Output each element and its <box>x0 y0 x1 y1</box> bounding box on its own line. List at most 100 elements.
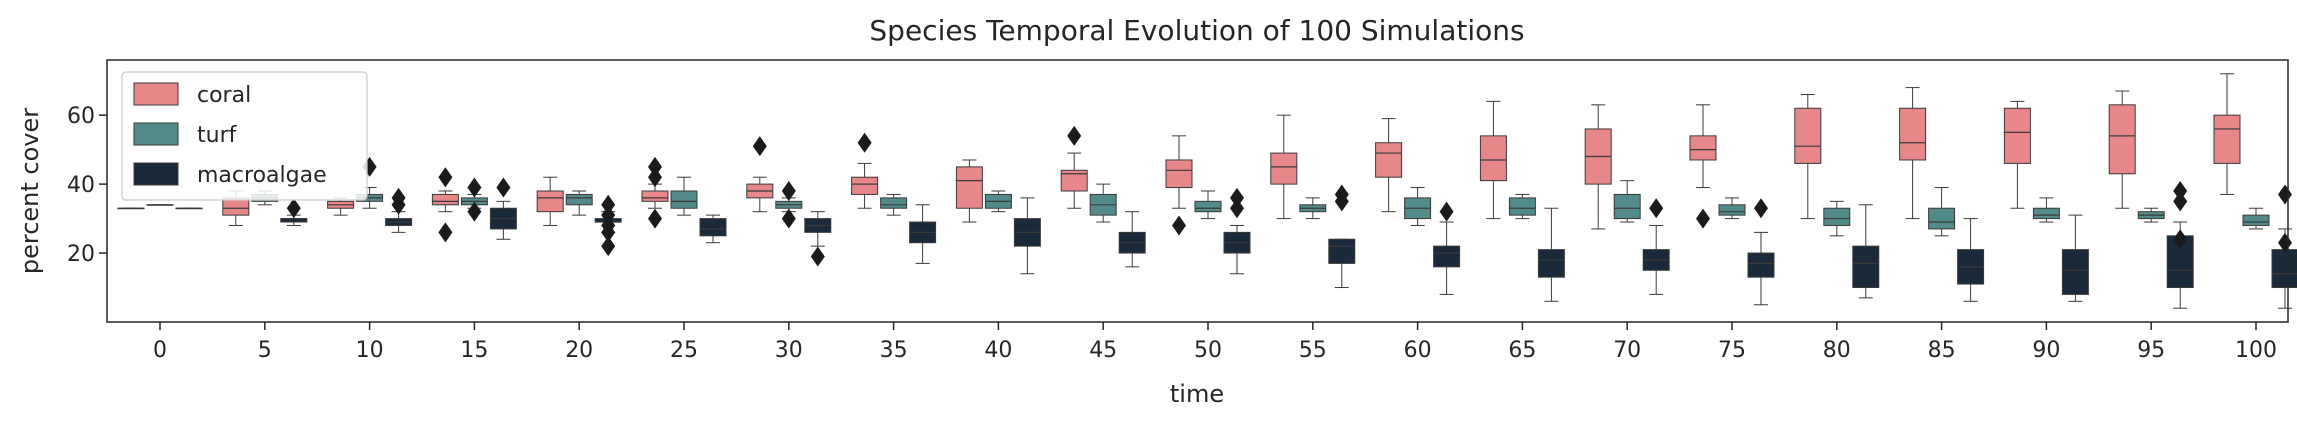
macroalgae-box-20 <box>594 194 622 257</box>
turf-box-85 <box>1928 187 1956 237</box>
box-iqr <box>1375 142 1403 178</box>
turf-box-60 <box>1404 187 1432 226</box>
outlier-marker <box>2173 181 2188 201</box>
outlier-marker <box>601 205 616 226</box>
coral-box-30 <box>746 136 774 213</box>
x-tick-label: 90 <box>2032 338 2060 363</box>
outlier-marker <box>810 246 825 267</box>
x-tick-label: 80 <box>1823 338 1851 363</box>
x-tick-label: 5 <box>258 338 272 363</box>
outlier-marker <box>1172 215 1186 236</box>
turf-box-15 <box>460 177 488 222</box>
outlier-marker <box>438 222 453 243</box>
box-iqr <box>565 193 593 206</box>
coral-box-75 <box>1689 104 1717 229</box>
outlier-marker <box>1696 208 1710 229</box>
turf-box-65 <box>1508 193 1536 220</box>
box-iqr <box>955 166 983 209</box>
turf-box-55 <box>1299 197 1327 220</box>
x-tick-label: 40 <box>984 338 1012 363</box>
box-iqr <box>1508 197 1536 216</box>
outlier-marker <box>1649 198 1664 219</box>
x-tick-label: 95 <box>2137 338 2165 363</box>
box-iqr <box>1194 200 1222 213</box>
outlier-marker <box>601 215 616 236</box>
turf-box-45 <box>1089 183 1117 223</box>
box-iqr <box>536 190 564 213</box>
box-iqr <box>851 176 879 195</box>
macroalgae-box-85 <box>1957 218 1985 302</box>
turf-box-80 <box>1823 200 1851 237</box>
chart-title: Species Temporal Evolution of 100 Simula… <box>869 14 1524 47</box>
coral-box-100 <box>2213 73 2241 195</box>
outlier-marker <box>648 167 662 188</box>
box-iqr <box>1823 207 1851 226</box>
outlier-marker <box>391 187 406 208</box>
turf-box-90 <box>2032 197 2060 223</box>
y-tick-label: 60 <box>67 104 95 129</box>
x-tick-label: 85 <box>1928 338 1956 363</box>
macroalgae-box-35 <box>909 204 937 264</box>
legend-label-turf: turf <box>197 123 238 148</box>
outlier-marker <box>648 156 662 177</box>
turf-box-30 <box>775 181 803 229</box>
legend-label-macroalgae: macroalgae <box>197 163 327 188</box>
macroalgae-box-100 <box>2271 184 2297 309</box>
outlier-marker <box>286 198 301 219</box>
x-tick-label: 45 <box>1089 338 1117 363</box>
coral-box-35 <box>851 132 879 209</box>
plot-frame <box>106 59 2289 323</box>
macroalgae-box-15 <box>489 177 517 240</box>
turf-box-40 <box>984 190 1012 213</box>
macroalgae-box-0 <box>175 207 203 210</box>
box-iqr <box>2213 114 2241 164</box>
box-iqr <box>2003 107 2031 164</box>
coral-box-80 <box>1794 93 1822 220</box>
outlier-marker <box>781 208 796 229</box>
coral-box-25 <box>641 156 669 229</box>
x-tick-label: 20 <box>565 338 593 363</box>
x-tick-label: 70 <box>1613 338 1641 363</box>
outlier-marker <box>781 181 796 201</box>
coral-box-70 <box>1584 104 1612 230</box>
box-iqr <box>431 193 459 206</box>
plot-area: 20 40 60 0 5 10 15 20 25 30 35 40 45 50 55 60 65 70 75 80 85… <box>67 73 2297 363</box>
turf-box-25 <box>670 176 698 216</box>
x-tick-label: 50 <box>1194 338 1222 363</box>
macroalgae-box-90 <box>2061 214 2089 302</box>
legend-swatch-coral <box>133 82 179 106</box>
legend-frame <box>121 71 368 201</box>
outlier-marker <box>857 132 872 153</box>
x-tick-label: 60 <box>1404 338 1432 363</box>
box-iqr <box>1060 169 1088 192</box>
x-tick-label: 55 <box>1299 338 1327 363</box>
coral-box-55 <box>1270 114 1298 220</box>
legend-swatch-turf <box>133 122 179 146</box>
macroalgae-box-60 <box>1433 201 1461 295</box>
box-iqr <box>1479 135 1507 182</box>
coral-box-45 <box>1060 125 1088 209</box>
box-iqr <box>880 197 908 209</box>
box-iqr <box>1537 249 1565 278</box>
y-tick-label: 40 <box>67 173 95 198</box>
turf-box-75 <box>1718 197 1746 220</box>
legend-swatch-macroalgae <box>133 162 179 186</box>
macroalgae-box-80 <box>1852 204 1880 299</box>
macroalgae-box-75 <box>1747 198 1775 306</box>
x-tick-label: 30 <box>775 338 803 363</box>
box-iqr <box>1165 159 1193 189</box>
coral-box-20 <box>536 176 564 226</box>
outlier-marker <box>1334 184 1349 205</box>
coral-box-50 <box>1165 135 1193 236</box>
x-tick-label: 25 <box>670 338 698 363</box>
coral-box-85 <box>1899 87 1927 220</box>
coral-box-0 <box>117 207 145 210</box>
turf-box-50 <box>1194 190 1222 220</box>
macroalgae-box-45 <box>1118 211 1146 268</box>
box-iqr <box>641 190 669 202</box>
box-iqr <box>1899 107 1927 161</box>
coral-box-40 <box>955 159 983 223</box>
box-iqr <box>1613 193 1641 220</box>
box-iqr <box>670 190 698 209</box>
